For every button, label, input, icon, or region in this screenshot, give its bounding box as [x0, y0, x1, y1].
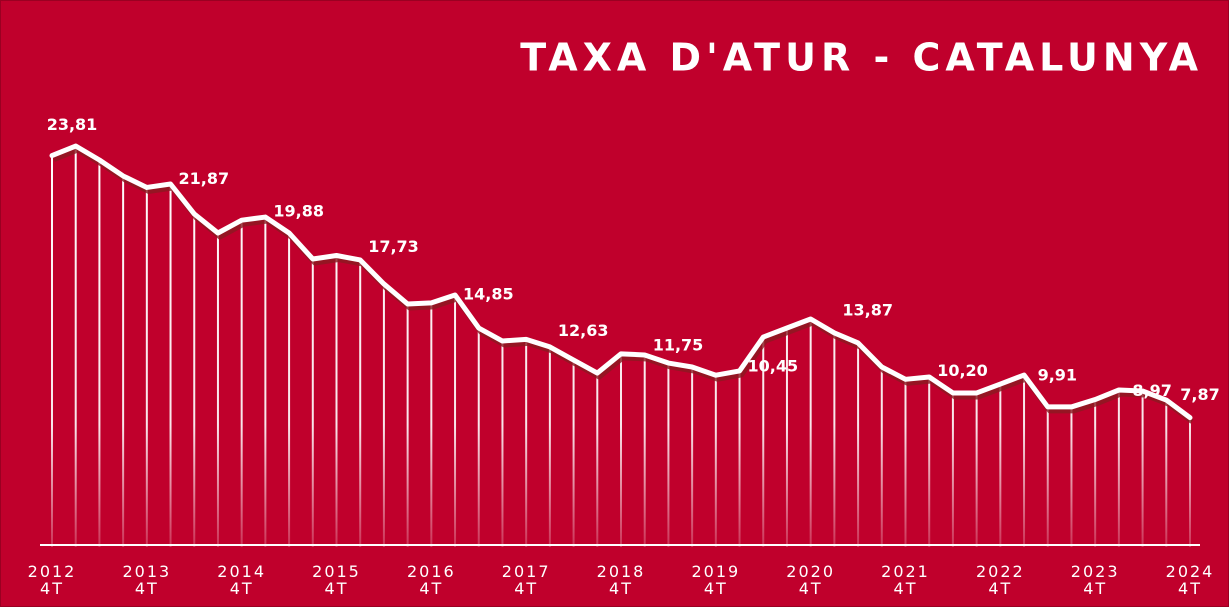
x-tick-label: 2024 4T	[1166, 562, 1215, 598]
data-label: 19,88	[273, 202, 324, 221]
data-label: 23,81	[47, 115, 98, 134]
data-label: 10,20	[937, 361, 988, 380]
data-label: 11,75	[653, 335, 704, 354]
x-tick-label: 2020 4T	[786, 562, 835, 598]
x-tick-label: 2019 4T	[691, 562, 740, 598]
x-tick-label: 2015 4T	[312, 562, 361, 598]
data-label: 13,87	[842, 300, 893, 319]
line-shadow	[53, 147, 1194, 424]
data-label: 12,63	[558, 321, 609, 340]
x-tick-label: 2013 4T	[122, 562, 171, 598]
x-tick-label: 2014 4T	[217, 562, 266, 598]
chart-title: TAXA D'ATUR - CATALUNYA	[520, 36, 1203, 80]
x-tick-label: 2012 4T	[28, 562, 77, 598]
x-tick-label: 2016 4T	[407, 562, 456, 598]
x-tick-label: 2017 4T	[502, 562, 551, 598]
x-tick-label: 2021 4T	[881, 562, 930, 598]
line	[49, 143, 1193, 421]
data-label: 8,97	[1132, 381, 1171, 400]
data-label: 21,87	[179, 169, 230, 188]
x-tick-label: 2018 4T	[597, 562, 646, 598]
x-tick-label: 2022 4T	[976, 562, 1025, 598]
data-label: 9,91	[1038, 366, 1077, 385]
data-label: 14,85	[463, 284, 514, 303]
data-label: 10,45	[748, 357, 799, 376]
x-tick-label: 2023 4T	[1071, 562, 1120, 598]
data-label: 7,87	[1180, 385, 1219, 404]
data-label: 17,73	[368, 237, 419, 256]
